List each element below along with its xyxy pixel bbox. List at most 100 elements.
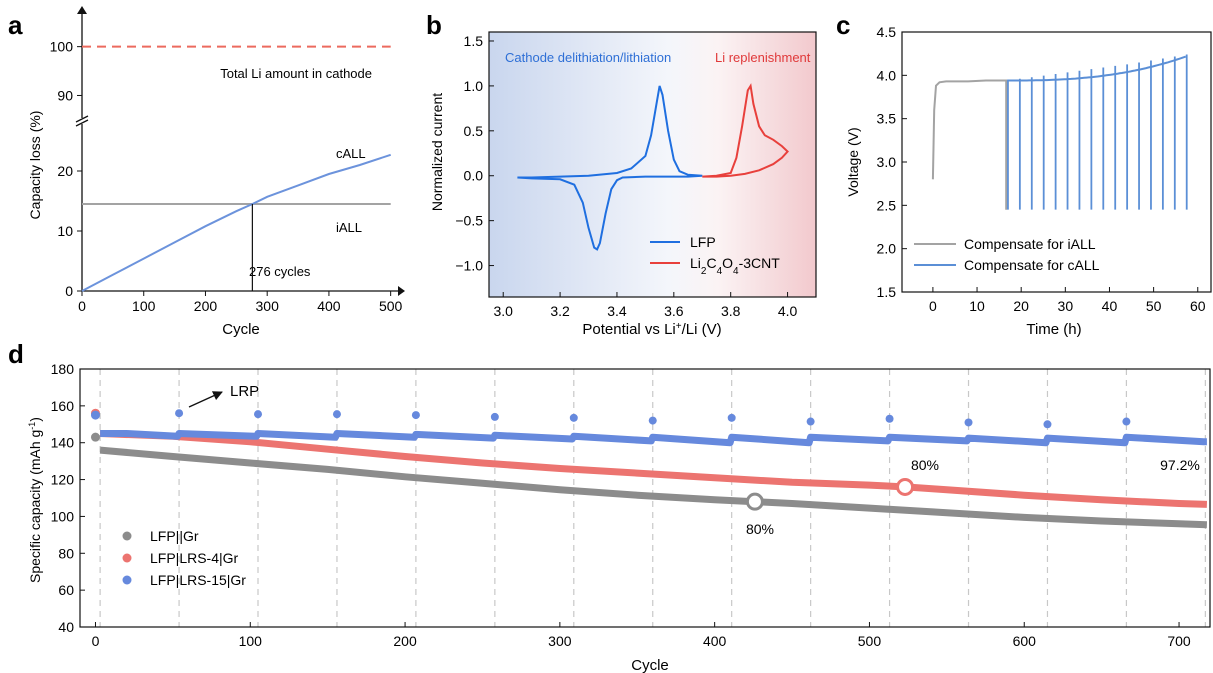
panel-d-lrs15-refill-point [648,416,657,425]
panel-d-y-tick-label: 60 [58,582,74,598]
panel-b-y-tick-label: −1.0 [455,258,483,274]
panel-a-x-tick-label: 0 [78,298,86,314]
panel-b-y-tick-label: 0.0 [464,168,484,184]
panel-a-dashed-label: Total Li amount in cathode [220,66,372,81]
panel-b-background [489,32,816,297]
panel-d-legend-lrs4-dot [122,553,132,563]
panel-label-d: d [8,339,24,369]
panel-d-legend-gr: LFP||Gr [150,528,199,544]
panel-c-x-tick-label: 10 [969,298,985,314]
panel-c-x-tick-label: 40 [1102,298,1118,314]
panel-d-xlabel: Cycle [631,657,669,673]
panel-d-x-tick-label: 700 [1167,633,1191,649]
panel-d-x-tick-label: 200 [393,633,417,649]
panel-b-chart: Normalized current Potential vs Li+/Li (… [429,31,817,338]
panel-c-y-tick-label: 2.0 [877,241,897,257]
panel-d-chart: Specific capacity (mAh g-1) Cycle LRP 80… [27,361,1211,673]
panel-d-lrp-arrow [188,391,223,408]
panel-b-x-tick-label: 3.0 [493,303,513,319]
panel-d-lrs15-refill-point [885,414,894,423]
panel-a-chart: Capacity loss (%) Cycle Total Li amount … [27,6,405,338]
panel-d-initial-point [90,432,100,442]
panel-d-lrs15-refill-point [569,413,578,422]
panel-a-axis-break [75,119,89,127]
panel-d-lrs15-refill-point [727,413,736,422]
panel-d-pct-gr: 80% [746,521,774,537]
panel-d-lrs15-refill-point [332,410,341,419]
panel-b-x-tick-label: 3.6 [664,303,684,319]
panel-d-x-tick-label: 300 [548,633,572,649]
panel-b-x-tick-label: 3.8 [721,303,741,319]
panel-b-legend-lfp: LFP [690,234,716,250]
panel-a-y-tick-label: 90 [57,87,73,103]
panel-c-y-tick-label: 2.5 [877,197,897,213]
panel-b-li2c4o4-line [702,83,789,178]
panel-a-x-tick-label: 200 [194,298,218,314]
panel-b-region-left: Cathode delithiation/lithiation [505,50,671,65]
panel-a-y-tick-label: 10 [57,223,73,239]
panel-label-c: c [836,10,850,40]
panel-d-x-tick-label: 100 [239,633,263,649]
panel-d-lrp-label: LRP [230,383,259,400]
panel-d-y-tick-label: 160 [51,398,75,414]
panel-d-legend-lrs15-dot [122,575,132,585]
panel-d-y-tick-label: 140 [51,435,75,451]
panel-d-legend-lrs15: LFP|LRS-15|Gr [150,572,246,588]
panel-d-y-tick-label: 180 [51,361,75,377]
panel-b-x-tick-label: 3.4 [607,303,627,319]
panel-a-axis-break [75,115,89,123]
panel-d-lrs4-line [99,430,1208,508]
panel-b-y-tick-label: 0.5 [464,123,484,139]
panel-c-y-tick-label: 1.5 [877,284,897,300]
panel-a-y-tick-label: 0 [65,283,73,299]
panel-d-y-tick-label: 40 [58,619,74,635]
panel-a-x-tick-label: 100 [132,298,156,314]
panel-b-x-tick-label: 3.2 [550,303,570,319]
panel-d-ylabel: Specific capacity (mAh g-1) [27,417,43,583]
panel-b-x-tick-label: 4.0 [778,303,798,319]
panel-d-lrs15-refill-point [964,418,973,427]
panel-a-iall-label: iALL [336,220,362,235]
panel-d-x-tick-label: 0 [92,633,100,649]
panel-a-xlabel: Cycle [222,321,260,338]
panel-d-lrs15-refill-point [490,412,499,421]
panel-c-ylabel: Voltage (V) [845,127,861,196]
panel-c-y-tick-label: 3.0 [877,154,897,170]
panel-a-y-tick-label: 20 [57,163,73,179]
panel-d-gr-line [99,446,1208,529]
panel-c-x-tick-label: 30 [1058,298,1074,314]
panel-c-x-tick-label: 50 [1146,298,1162,314]
panel-d-lrs15-refill-point [175,409,184,418]
panel-d-x-tick-label: 600 [1013,633,1037,649]
panel-a-ylabel: Capacity loss (%) [27,111,43,220]
panel-d-legend-gr-dot [122,531,132,541]
panel-d-x-tick-label: 500 [858,633,882,649]
panel-c-y-tick-label: 4.0 [877,67,897,83]
panel-c-xlabel: Time (h) [1026,321,1081,338]
panel-a-x-tick-label: 400 [317,298,341,314]
panel-d-y-tick-label: 120 [51,472,75,488]
panel-b-frame [488,31,817,298]
panel-a-x-arrow [398,286,405,296]
panel-label-a: a [8,10,23,40]
panel-b-ylabel: Normalized current [429,93,445,211]
panel-d-pct-lrs4: 80% [911,457,939,473]
panel-c-legend-iall: Compensate for iALL [964,236,1096,252]
panel-d-frame [79,368,1211,628]
panel-d-lrs15-line [100,430,1208,447]
panel-a-x-tick-label: 500 [379,298,403,314]
panel-d-lrs15-refill-point [806,417,815,426]
panel-a-y-arrow [77,6,87,14]
panel-a-y-tick-label: 100 [50,39,74,55]
panel-d-lrs15-refill-point [1043,420,1052,429]
panel-b-y-tick-label: −0.5 [455,213,483,229]
panel-d-y-tick-label: 100 [51,508,75,524]
panel-b-y-tick-label: 1.0 [464,78,484,94]
panel-c-y-tick-label: 3.5 [877,111,897,127]
panel-a-call-label: cALL [336,146,366,161]
panel-c-x-tick-label: 20 [1013,298,1029,314]
panel-d-lrs15-refill-point [1122,417,1131,426]
panel-d-x-tick-label: 400 [703,633,727,649]
panel-b-y-tick-label: 1.5 [464,33,484,49]
panel-d-lrs4-80pct-marker [896,477,915,496]
